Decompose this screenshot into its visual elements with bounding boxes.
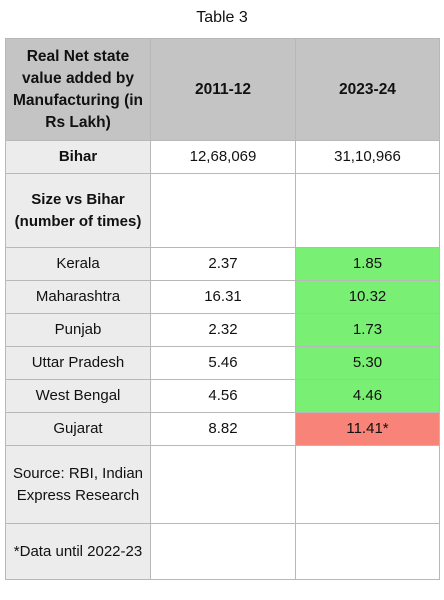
state-name: Gujarat [5, 412, 151, 446]
footnote-empty-2 [295, 523, 440, 580]
source-empty-2 [295, 445, 440, 524]
state-value-1: 2.37 [150, 247, 296, 281]
state-value-1: 2.32 [150, 313, 296, 347]
state-name: West Bengal [5, 379, 151, 413]
source-empty-1 [150, 445, 296, 524]
bihar-value-1: 12,68,069 [150, 140, 296, 174]
data-table: Real Net state value added by Manufactur… [5, 38, 440, 580]
state-value-2: 1.73 [295, 313, 440, 347]
state-name: Kerala [5, 247, 151, 281]
state-value-2: 5.30 [295, 346, 440, 380]
size-empty-2 [295, 173, 440, 248]
size-row: Size vs Bihar (number of times) [5, 173, 440, 248]
size-empty-1 [150, 173, 296, 248]
header-metric: Real Net state value added by Manufactur… [5, 38, 151, 141]
state-name: Uttar Pradesh [5, 346, 151, 380]
state-value-1: 4.56 [150, 379, 296, 413]
table-row: Maharashtra 16.31 10.32 [5, 280, 440, 314]
size-label: Size vs Bihar (number of times) [5, 173, 151, 248]
table-row: Uttar Pradesh 5.46 5.30 [5, 346, 440, 380]
state-name: Punjab [5, 313, 151, 347]
state-value-1: 8.82 [150, 412, 296, 446]
bihar-value-2: 31,10,966 [295, 140, 440, 174]
state-value-2: 1.85 [295, 247, 440, 281]
footnote-empty-1 [150, 523, 296, 580]
header-row: Real Net state value added by Manufactur… [5, 38, 440, 141]
bihar-label: Bihar [5, 140, 151, 174]
state-value-2: 10.32 [295, 280, 440, 314]
table-row: Gujarat 8.82 11.41* [5, 412, 440, 446]
state-value-1: 16.31 [150, 280, 296, 314]
table-row: West Bengal 4.56 4.46 [5, 379, 440, 413]
state-value-2: 4.46 [295, 379, 440, 413]
table-row: Kerala 2.37 1.85 [5, 247, 440, 281]
source-row: Source: RBI, Indian Express Research [5, 445, 440, 524]
source-note: Source: RBI, Indian Express Research [5, 445, 151, 524]
bihar-row: Bihar 12,68,069 31,10,966 [5, 140, 440, 174]
table-row: Punjab 2.32 1.73 [5, 313, 440, 347]
state-value-2: 11.41* [295, 412, 440, 446]
state-name: Maharashtra [5, 280, 151, 314]
footnote-row: *Data until 2022-23 [5, 523, 440, 580]
header-year-1: 2011-12 [150, 38, 296, 141]
footnote: *Data until 2022-23 [5, 523, 151, 580]
table-caption: Table 3 [196, 9, 248, 26]
state-value-1: 5.46 [150, 346, 296, 380]
header-year-2: 2023-24 [295, 38, 440, 141]
